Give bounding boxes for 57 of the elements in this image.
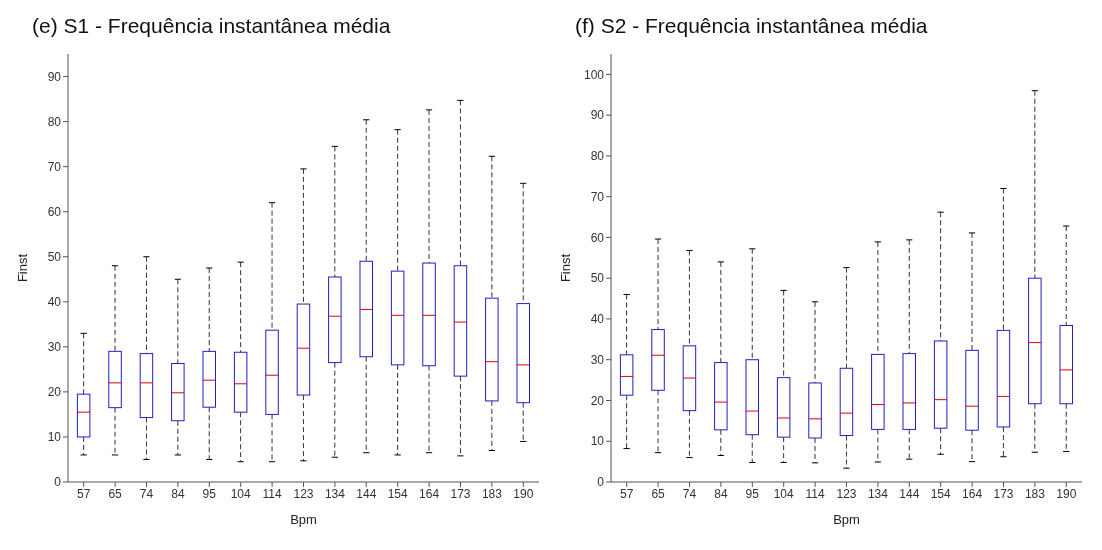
x-tick-label: 173 xyxy=(450,486,471,501)
y-tick-label: 40 xyxy=(47,295,62,310)
y-tick-label: 30 xyxy=(590,352,605,367)
y-tick-label: 60 xyxy=(590,230,605,245)
x-tick-label: 134 xyxy=(324,486,346,501)
y-tick-label: 50 xyxy=(590,271,605,286)
y-tick-label: 0 xyxy=(597,475,605,490)
y-axis-title: Finst xyxy=(14,253,30,283)
x-tick-label: 114 xyxy=(805,486,825,501)
x-tick-label: 95 xyxy=(745,486,760,501)
x-tick-label: 144 xyxy=(899,486,920,501)
y-tick-label: 0 xyxy=(54,475,62,490)
x-tick-label: 183 xyxy=(481,486,503,501)
y-tick-label: 50 xyxy=(47,250,62,264)
x-tick-label: 173 xyxy=(993,486,1014,501)
y-tick-label: 90 xyxy=(590,108,605,123)
x-tick-label: 104 xyxy=(230,486,252,501)
x-tick-label: 123 xyxy=(293,486,314,501)
x-tick-label: 114 xyxy=(262,486,282,501)
x-tick-label: 84 xyxy=(171,486,185,501)
y-tick-label: 40 xyxy=(590,312,605,327)
x-tick-label: 74 xyxy=(139,486,154,501)
y-tick-label: 30 xyxy=(47,340,62,355)
x-tick-label: 190 xyxy=(1056,486,1077,501)
y-tick-label: 20 xyxy=(590,393,605,408)
y-tick-label: 80 xyxy=(590,149,605,164)
y-tick-label: 10 xyxy=(590,434,605,449)
x-tick-label: 104 xyxy=(773,486,795,501)
x-axis-title: Bpm xyxy=(290,512,317,527)
y-tick-label: 10 xyxy=(47,430,62,445)
x-tick-label: 123 xyxy=(836,486,857,501)
x-tick-label: 154 xyxy=(930,486,952,501)
x-tick-label: 164 xyxy=(419,486,440,501)
chart-title: (e) S1 - Frequência instantânea média xyxy=(31,13,392,39)
x-tick-label: 190 xyxy=(513,486,534,501)
x-tick-label: 65 xyxy=(108,486,123,501)
y-tick-label: 90 xyxy=(47,69,62,84)
x-tick-label: 95 xyxy=(202,486,217,501)
x-tick-label: 134 xyxy=(867,486,889,501)
x-tick-label: 154 xyxy=(387,486,409,501)
x-tick-label: 57 xyxy=(77,486,91,501)
y-tick-label: 20 xyxy=(47,385,62,400)
x-tick-label: 183 xyxy=(1024,486,1046,501)
x-axis-title: Bpm xyxy=(833,512,860,527)
x-tick-label: 57 xyxy=(620,486,634,501)
y-tick-label: 80 xyxy=(47,114,62,129)
x-tick-label: 65 xyxy=(651,486,666,501)
x-tick-label: 144 xyxy=(356,486,377,501)
y-axis-title: Finst xyxy=(557,253,573,283)
y-tick-label: 70 xyxy=(47,159,62,174)
chart-title: (f) S2 - Frequência instantânea média xyxy=(574,13,929,39)
x-tick-label: 84 xyxy=(714,486,728,501)
x-tick-label: 74 xyxy=(682,486,697,501)
y-tick-label: 70 xyxy=(590,189,605,204)
y-tick-label: 60 xyxy=(47,204,62,219)
x-tick-label: 164 xyxy=(962,486,983,501)
y-tick-label: 100 xyxy=(583,67,605,82)
